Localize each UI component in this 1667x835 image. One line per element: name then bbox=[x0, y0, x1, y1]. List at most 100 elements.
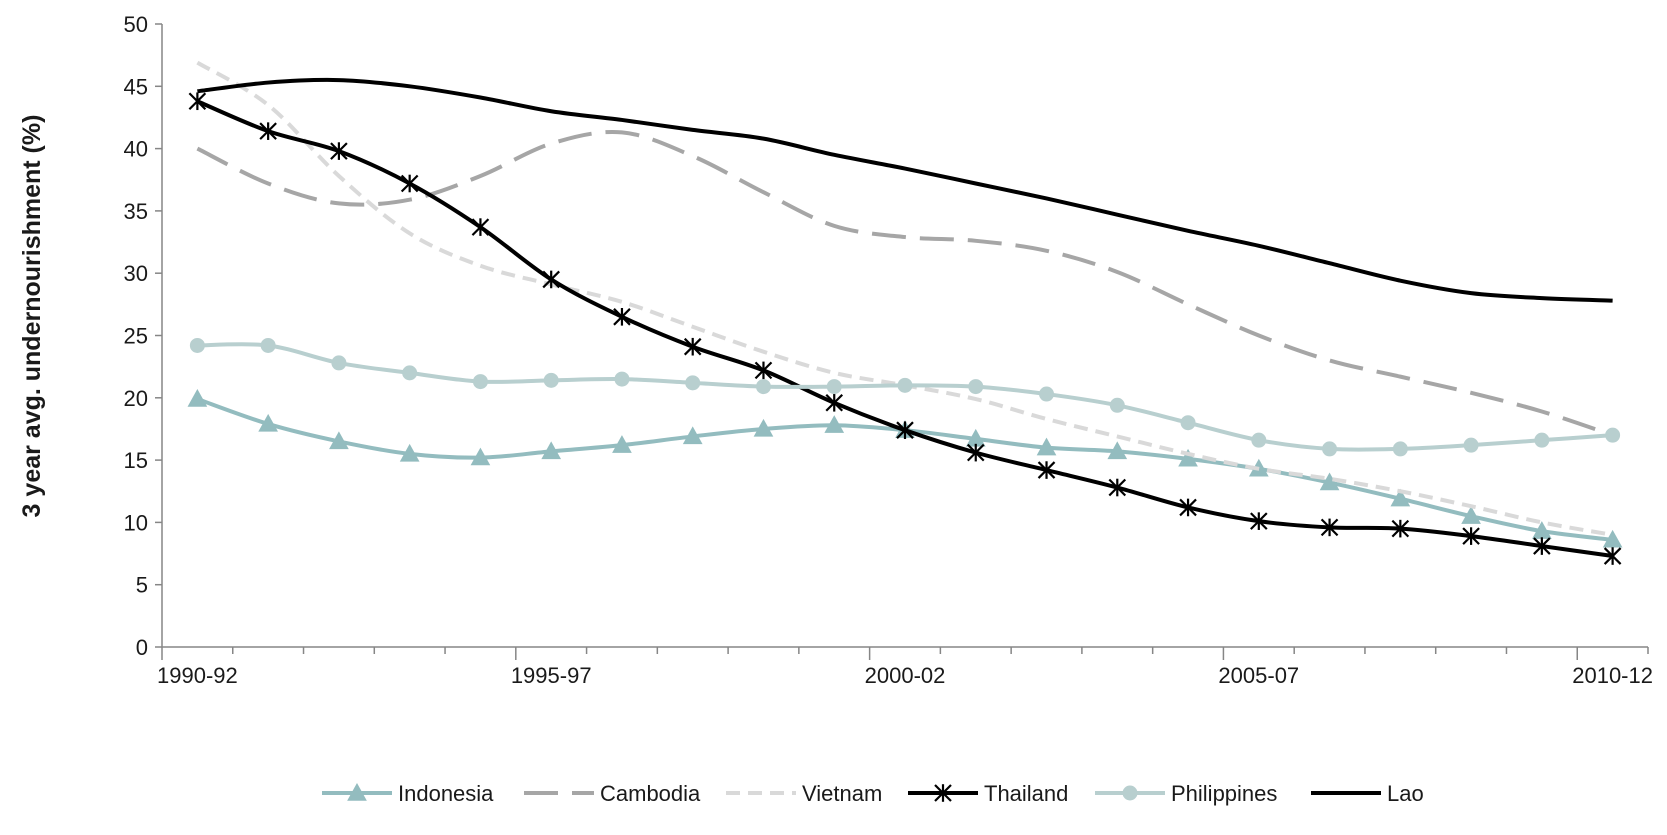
legend-label-thailand: Thailand bbox=[984, 781, 1068, 806]
y-tick-label: 40 bbox=[124, 137, 148, 162]
data-point-indonesia bbox=[187, 389, 208, 407]
data-point-philippines bbox=[1392, 441, 1408, 457]
data-point-philippines bbox=[614, 371, 630, 387]
y-tick-label: 15 bbox=[124, 448, 148, 473]
legend: Indonesia Cambodia Vietnam Thailand Philippi… bbox=[322, 781, 1424, 806]
data-point-thailand bbox=[259, 122, 277, 140]
data-point-philippines bbox=[1605, 427, 1621, 443]
series-lao bbox=[197, 77, 1613, 303]
y-tick-label: 35 bbox=[124, 199, 148, 224]
data-point-philippines bbox=[1039, 386, 1055, 402]
legend-item-vietnam: Vietnam bbox=[726, 781, 882, 806]
legend-item-lao: Lao bbox=[1311, 781, 1424, 806]
legend-label-vietnam: Vietnam bbox=[802, 781, 882, 806]
data-point-philippines bbox=[897, 377, 913, 393]
data-point-indonesia bbox=[329, 431, 349, 450]
x-tick-label: 1990-92 bbox=[157, 663, 238, 688]
y-tick-label: 0 bbox=[136, 635, 148, 660]
y-tick-label: 5 bbox=[136, 573, 148, 598]
data-point-thailand bbox=[1320, 518, 1339, 537]
series-philippines bbox=[189, 337, 1621, 457]
series-vietnam bbox=[196, 60, 1613, 537]
data-point-philippines bbox=[826, 379, 842, 395]
legend-marker-thailand bbox=[934, 784, 952, 802]
data-point-thailand bbox=[1179, 498, 1197, 517]
data-point-philippines bbox=[1322, 441, 1338, 457]
data-point-thailand bbox=[1037, 461, 1056, 479]
data-point-philippines bbox=[1463, 437, 1479, 453]
data-point-philippines bbox=[331, 355, 347, 371]
series-line-lao bbox=[197, 77, 1613, 303]
data-point-thailand bbox=[1533, 537, 1551, 555]
legend-label-indonesia: Indonesia bbox=[398, 781, 494, 806]
data-point-indonesia bbox=[1107, 441, 1128, 460]
legend-marker-philippines bbox=[1122, 785, 1138, 801]
x-tick-label: 2010-12 bbox=[1572, 663, 1653, 688]
data-point-thailand bbox=[754, 361, 773, 380]
series-line-vietnam bbox=[196, 60, 1613, 537]
data-point-philippines bbox=[755, 379, 771, 395]
data-point-thailand bbox=[330, 142, 348, 160]
x-tick-label: 1995-97 bbox=[511, 663, 592, 688]
data-point-indonesia bbox=[470, 447, 491, 466]
data-point-thailand bbox=[1603, 547, 1622, 565]
data-point-philippines bbox=[260, 337, 276, 353]
series-line-indonesia bbox=[196, 397, 1613, 542]
data-point-thailand bbox=[542, 270, 560, 289]
axes: 0 5 10 15 20 25 30 35 40 45 50 1990-92 1995-97 2000-0… bbox=[124, 12, 1653, 688]
series-layer bbox=[187, 60, 1623, 565]
data-point-thailand bbox=[613, 308, 631, 326]
data-point-thailand bbox=[188, 92, 207, 111]
data-point-philippines bbox=[1534, 432, 1550, 448]
data-point-indonesia bbox=[1390, 488, 1411, 507]
data-point-thailand bbox=[400, 174, 419, 193]
data-point-philippines bbox=[472, 374, 488, 390]
data-point-philippines bbox=[543, 372, 559, 388]
x-tick-label: 2005-07 bbox=[1218, 663, 1299, 688]
data-point-thailand bbox=[966, 443, 985, 462]
y-tick-label: 45 bbox=[124, 74, 148, 99]
data-point-indonesia bbox=[541, 441, 562, 460]
data-point-thailand bbox=[825, 393, 844, 412]
data-point-indonesia bbox=[682, 426, 703, 445]
data-point-indonesia bbox=[1178, 448, 1198, 467]
data-point-indonesia bbox=[258, 413, 278, 432]
legend-label-cambodia: Cambodia bbox=[600, 781, 701, 806]
legend-item-philippines: Philippines bbox=[1095, 781, 1277, 806]
data-point-indonesia bbox=[1036, 437, 1057, 456]
data-point-thailand bbox=[683, 337, 702, 356]
data-point-indonesia bbox=[1461, 506, 1481, 524]
y-tick-label: 30 bbox=[124, 261, 148, 286]
legend-label-philippines: Philippines bbox=[1171, 781, 1277, 806]
data-point-indonesia bbox=[824, 415, 845, 433]
y-tick-label: 10 bbox=[124, 510, 148, 535]
data-point-indonesia bbox=[399, 443, 420, 462]
data-point-philippines bbox=[1109, 397, 1125, 413]
y-tick-label: 50 bbox=[124, 12, 148, 37]
series-thailand bbox=[188, 92, 1622, 565]
legend-item-thailand: Thailand bbox=[908, 781, 1068, 806]
data-point-philippines bbox=[1251, 432, 1267, 448]
x-tick-label: 2000-02 bbox=[865, 663, 946, 688]
data-point-philippines bbox=[402, 365, 418, 381]
y-tick-label: 20 bbox=[124, 386, 148, 411]
data-point-thailand bbox=[1462, 527, 1480, 545]
data-point-indonesia bbox=[1602, 529, 1623, 548]
y-axis-label: 3 year avg. undernourishment (%) bbox=[18, 115, 46, 518]
data-point-philippines bbox=[685, 375, 701, 391]
data-point-thailand bbox=[1250, 512, 1268, 530]
legend-item-indonesia: Indonesia bbox=[322, 781, 494, 806]
legend-marker-indonesia bbox=[347, 782, 367, 801]
data-point-indonesia bbox=[612, 435, 632, 453]
data-point-philippines bbox=[968, 379, 984, 395]
legend-item-cambodia: Cambodia bbox=[524, 781, 701, 806]
data-point-thailand bbox=[471, 218, 490, 236]
legend-label-lao: Lao bbox=[1387, 781, 1424, 806]
y-tick-label: 25 bbox=[124, 324, 148, 349]
data-point-thailand bbox=[1108, 478, 1127, 497]
data-point-thailand bbox=[1391, 519, 1410, 538]
data-point-indonesia bbox=[1319, 472, 1340, 491]
data-point-thailand bbox=[896, 421, 914, 439]
